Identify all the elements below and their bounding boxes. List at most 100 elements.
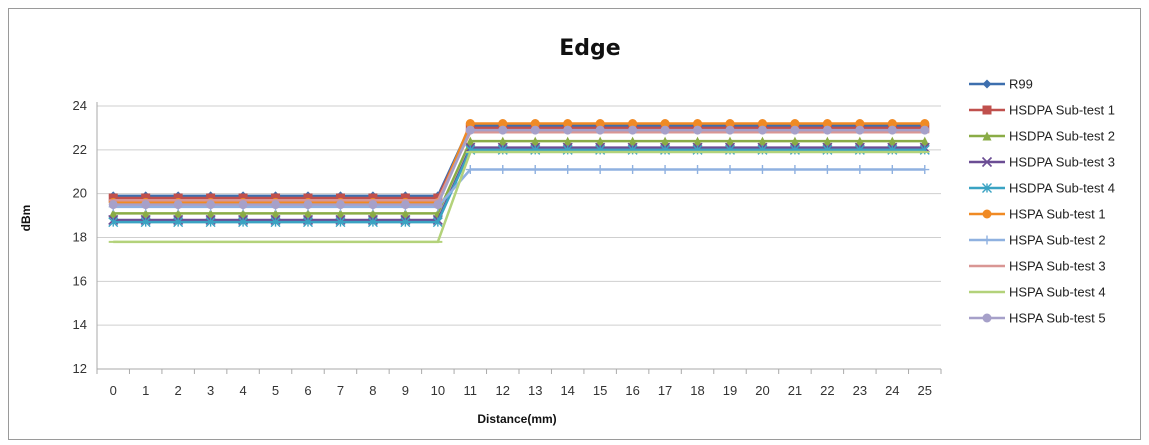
data-point	[822, 165, 832, 175]
data-point	[693, 136, 703, 146]
data-point	[855, 165, 865, 175]
x-tick-label: 22	[820, 383, 834, 398]
data-point	[563, 119, 573, 129]
data-point	[628, 136, 638, 146]
legend-entry: HSDPA Sub-test 4	[969, 181, 1115, 196]
legend-label: HSPA Sub-test 4	[1009, 285, 1106, 300]
legend-entry: HSPA Sub-test 3	[969, 259, 1106, 274]
data-point	[693, 165, 703, 175]
data-point	[855, 136, 865, 146]
x-tick-label: 17	[658, 383, 672, 398]
data-point	[432, 217, 443, 228]
data-point	[108, 208, 118, 218]
data-point	[498, 125, 508, 135]
legend-label: HSPA Sub-test 1	[1009, 207, 1106, 222]
legend-entry: HSPA Sub-test 4	[969, 285, 1106, 300]
legend: R99 HSDPA Sub-test 1 HSDPA Sub-test 2 HSDPA…	[969, 77, 1115, 326]
x-tick-label: 4	[239, 383, 246, 398]
y-tick-labels: 12 14 16 18 20 22 24	[73, 98, 87, 376]
data-point	[465, 125, 475, 135]
x-tick-label: 9	[402, 383, 409, 398]
data-point	[530, 165, 540, 175]
data-point	[141, 208, 151, 218]
data-point	[563, 136, 573, 146]
x-tick-label: 1	[142, 383, 149, 398]
data-point	[271, 208, 281, 218]
legend-entry: HSDPA Sub-test 1	[969, 103, 1115, 118]
data-point	[303, 208, 313, 218]
data-point	[530, 119, 540, 129]
data-point	[790, 165, 800, 175]
data-point	[887, 119, 897, 129]
data-point	[660, 119, 670, 129]
data-point	[465, 165, 475, 175]
x-tick-label: 3	[207, 383, 214, 398]
data-point	[433, 200, 443, 210]
x-tick-label: 25	[918, 383, 932, 398]
data-point	[530, 136, 540, 146]
x-tick-label: 24	[885, 383, 899, 398]
series-line	[113, 146, 925, 222]
data-point	[757, 165, 767, 175]
data-point	[206, 200, 216, 210]
data-point	[725, 125, 735, 135]
x-tick-label: 13	[528, 383, 542, 398]
chart-title: Edge	[559, 36, 620, 61]
data-point	[757, 119, 767, 129]
data-point	[400, 217, 411, 228]
data-point	[981, 156, 993, 168]
data-point	[822, 136, 832, 146]
x-tick-label: 20	[755, 383, 769, 398]
data-point	[498, 165, 508, 175]
data-point	[595, 165, 605, 175]
series-line	[113, 128, 925, 206]
series-line	[113, 139, 925, 215]
y-tick-label: 24	[73, 98, 87, 113]
data-point	[335, 217, 346, 228]
series-line	[113, 168, 925, 209]
y-tick-label: 18	[73, 230, 87, 245]
data-point	[855, 125, 865, 135]
data-point	[400, 208, 410, 218]
data-point	[498, 119, 508, 129]
x-tick-label: 12	[496, 383, 510, 398]
legend-entry: HSDPA Sub-test 2	[969, 129, 1115, 144]
x-tick-label: 16	[625, 383, 639, 398]
data-point	[887, 125, 897, 135]
data-point	[887, 136, 897, 146]
x-tick-label: 6	[304, 383, 311, 398]
chart-frame: Edge 12 14 16 18 20 22 24 0 1 2 3 4 5 6 7 8 9 10 11 12 13 14…	[8, 8, 1141, 440]
data-point	[982, 105, 992, 115]
x-tick-label: 8	[369, 383, 376, 398]
y-axis-label: dBm	[19, 205, 33, 232]
data-point	[595, 136, 605, 146]
data-point	[920, 136, 930, 146]
x-tick-label: 10	[431, 383, 445, 398]
data-point	[660, 165, 670, 175]
data-point	[855, 119, 865, 129]
x-tick-label: 11	[464, 383, 478, 398]
y-tick-label: 20	[73, 186, 87, 201]
x-tick-label: 14	[560, 383, 574, 398]
data-point	[303, 217, 313, 228]
data-point	[982, 313, 992, 323]
data-point	[368, 208, 378, 218]
legend-entry: HSPA Sub-test 2	[969, 233, 1106, 248]
data-point	[725, 119, 735, 129]
legend-label: HSDPA Sub-test 3	[1009, 155, 1115, 170]
data-point	[982, 131, 992, 141]
data-point	[173, 200, 183, 210]
data-point	[238, 217, 249, 228]
legend-label: HSDPA Sub-test 2	[1009, 129, 1115, 144]
legend-entry: HSDPA Sub-test 3	[969, 155, 1115, 170]
data-point	[725, 165, 735, 175]
data-point	[757, 136, 767, 146]
data-point	[822, 119, 832, 129]
legend-entry: HSPA Sub-test 1	[969, 207, 1106, 222]
data-point	[335, 208, 345, 218]
data-point	[790, 119, 800, 129]
series-line	[113, 124, 925, 198]
legend-label: HSDPA Sub-test 4	[1009, 181, 1115, 196]
legend-label: HSPA Sub-test 2	[1009, 233, 1106, 248]
